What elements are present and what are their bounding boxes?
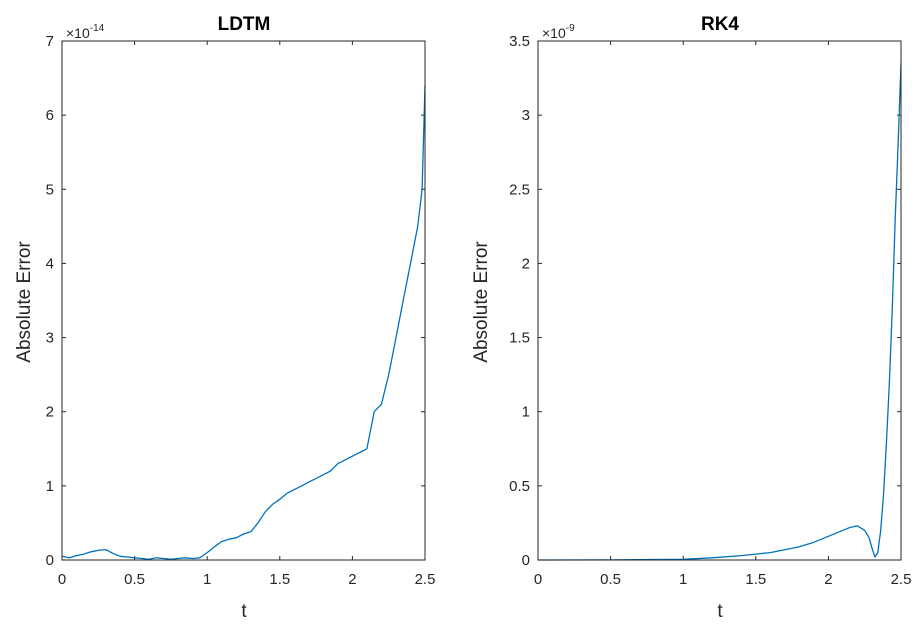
ldtm-xtick-label: 2 — [348, 571, 356, 588]
rk4-ytick-label: 2 — [522, 255, 530, 272]
rk4-series-group — [537, 63, 902, 561]
ldtm-ylabel: Absolute Error — [14, 241, 35, 363]
ldtm-ytick-label: 3 — [46, 330, 54, 347]
ldtm-ytick-label: 0 — [46, 552, 54, 569]
ldtm-panel: LDTM ×10-14 Absolute Error t 0 0.5 1 1.5 2 2.… — [14, 14, 435, 622]
rk4-ytick-label: 2.5 — [509, 181, 530, 198]
rk4-xtick-label: 0 — [534, 571, 542, 588]
ldtm-xtick-label: 1.5 — [269, 571, 290, 588]
rk4-ytick-label: 1 — [522, 404, 530, 421]
ldtm-xtick-label: 0.5 — [124, 571, 145, 588]
ldtm-xtick-label: 0 — [58, 571, 66, 588]
ldtm-ytick-label: 6 — [46, 107, 54, 124]
rk4-xtick-label: 1 — [679, 571, 687, 588]
rk4-title: RK4 — [701, 14, 739, 35]
rk4-xtick-label: 2.5 — [891, 571, 912, 588]
ldtm-ytick-label: 7 — [46, 33, 54, 50]
ldtm-ticks: 0 0.5 1 1.5 2 2.5 0 1 2 3 4 5 6 7 — [46, 33, 436, 588]
ldtm-ytick-label: 1 — [46, 478, 54, 495]
ldtm-ytick-label: 5 — [46, 181, 54, 198]
rk4-ytick-label: 0 — [522, 552, 530, 569]
ldtm-series-group — [61, 85, 426, 560]
rk4-ytick-label: 3.5 — [509, 33, 530, 50]
rk4-xtick-label: 1.5 — [745, 571, 766, 588]
rk4-ytick-label: 1.5 — [509, 330, 530, 347]
rk4-ytick-label: 0.5 — [509, 478, 530, 495]
rk4-ytick-label: 3 — [522, 107, 530, 124]
rk4-panel: RK4 ×10-9 Absolute Error t 0 0.5 1 1.5 2 2.50… — [471, 14, 911, 622]
ldtm-series-line — [61, 85, 426, 560]
ldtm-ytick-label: 2 — [46, 404, 54, 421]
ldtm-axes-frame — [61, 40, 426, 561]
ldtm-xtick-label: 1 — [203, 571, 211, 588]
rk4-exponent-prefix: ×10 — [542, 25, 566, 41]
rk4-exponent-label: ×10-9 — [542, 23, 575, 41]
rk4-exponent-value: -9 — [566, 23, 575, 34]
ldtm-xlabel: t — [241, 601, 247, 622]
ldtm-exponent-value: -14 — [90, 23, 105, 34]
ldtm-exponent-prefix: ×10 — [66, 25, 90, 41]
rk4-axes-frame — [537, 40, 902, 561]
rk4-xlabel: t — [717, 601, 723, 622]
rk4-series-line — [537, 63, 902, 561]
ldtm-xtick-label: 2.5 — [415, 571, 436, 588]
rk4-xtick-label: 2 — [824, 571, 832, 588]
rk4-ylabel: Absolute Error — [471, 241, 492, 363]
ldtm-title: LDTM — [218, 14, 271, 35]
ldtm-exponent-label: ×10-14 — [66, 23, 105, 41]
rk4-ticks: 0 0.5 1 1.5 2 2.5 0 0.5 1 1.5 2 2.5 3 3.5 — [509, 33, 911, 588]
ldtm-ytick-label: 4 — [46, 255, 54, 272]
rk4-xtick-label: 0.5 — [600, 571, 621, 588]
